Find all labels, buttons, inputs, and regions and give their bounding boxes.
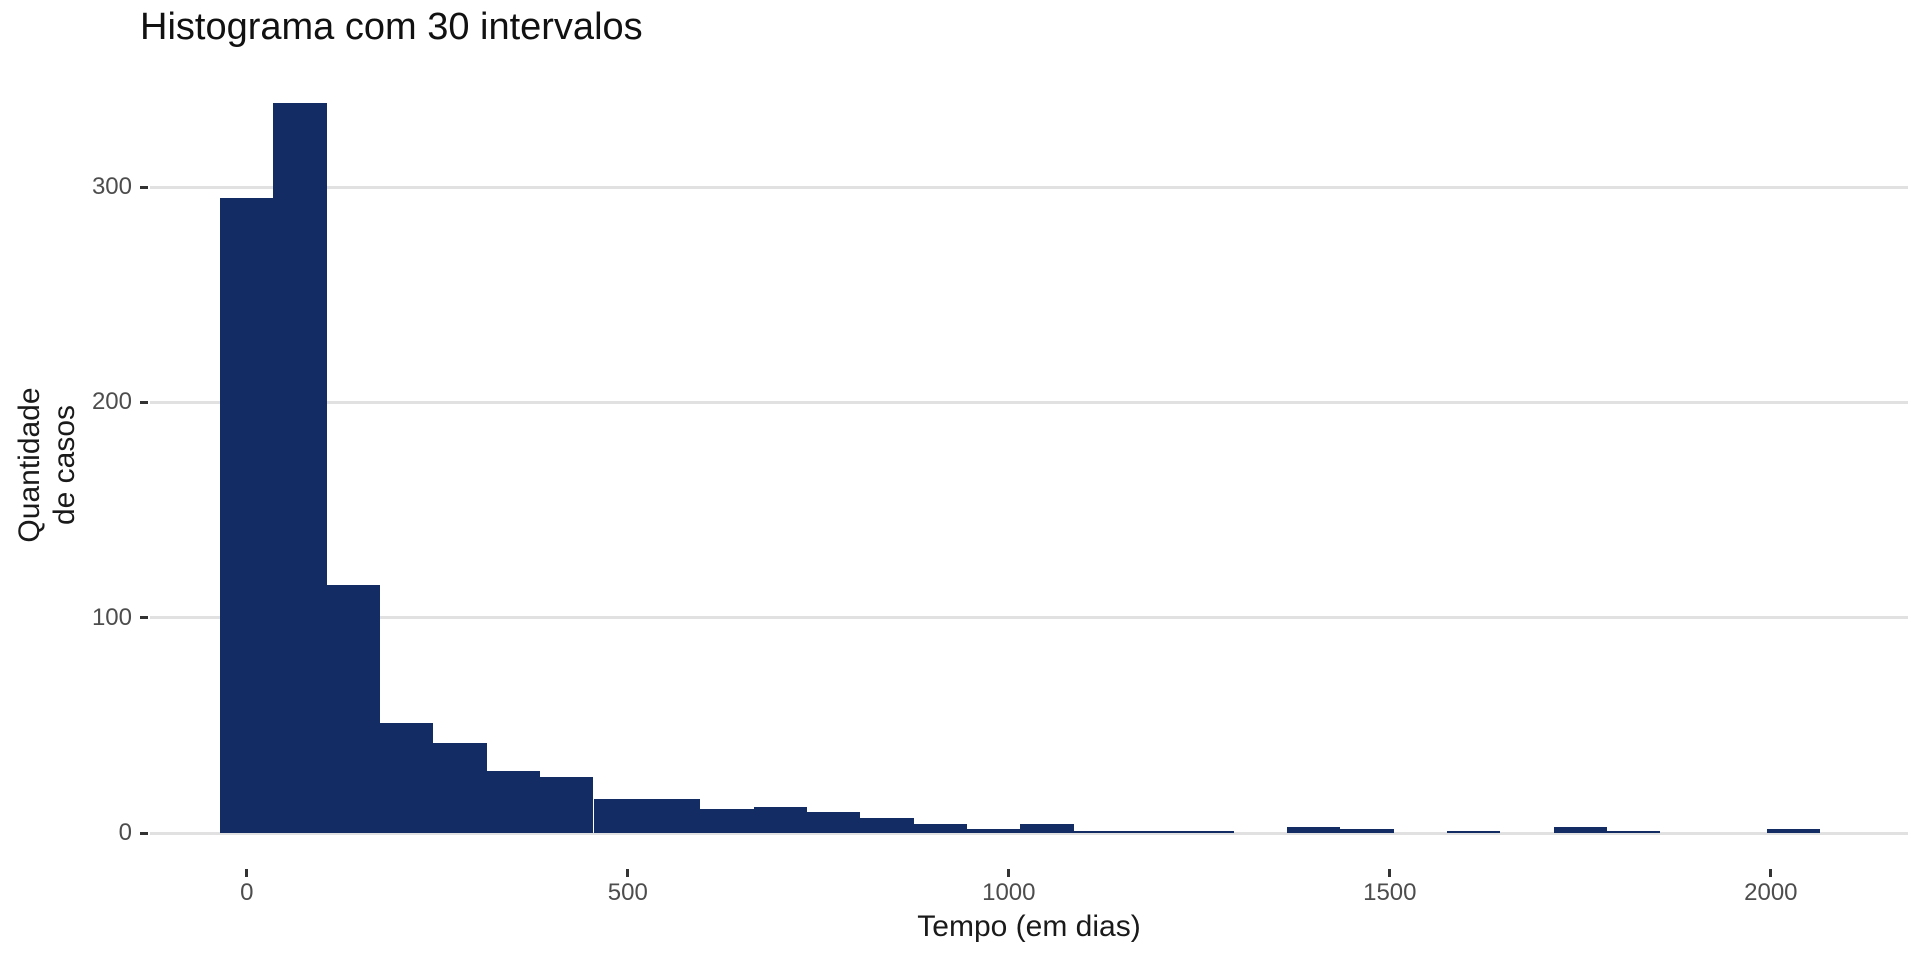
histogram-bar <box>1767 828 1821 834</box>
histogram-bar <box>380 723 434 834</box>
histogram-bar <box>1020 824 1074 834</box>
histogram-bar <box>1126 830 1181 834</box>
x-tick-mark <box>626 869 630 877</box>
y-tick-mark <box>140 400 148 404</box>
x-tick-mark <box>1769 869 1773 877</box>
histogram-bar <box>273 103 327 834</box>
x-tick-label: 1000 <box>982 879 1036 906</box>
histogram-bar <box>326 585 381 834</box>
x-axis-title: Tempo (em dias) <box>917 910 1141 943</box>
histogram-bar <box>646 798 701 834</box>
y-tick-mark <box>140 616 148 620</box>
x-tick-label: 2000 <box>1744 879 1798 906</box>
histogram-bar <box>1446 830 1501 834</box>
x-tick-mark <box>1388 869 1392 877</box>
gridline <box>150 616 1908 620</box>
gridline <box>150 400 1908 404</box>
histogram-bar <box>433 742 487 834</box>
histogram-bar <box>1340 828 1394 834</box>
y-tick-mark <box>140 185 148 189</box>
gridline <box>150 185 1908 189</box>
histogram-bar <box>913 824 967 834</box>
x-tick-label: 1500 <box>1363 879 1417 906</box>
y-tick-label: 100 <box>91 603 132 631</box>
histogram-bar <box>966 828 1021 834</box>
x-tick-label: 0 <box>240 879 254 906</box>
y-tick-label: 0 <box>118 819 132 847</box>
histogram-bar <box>1286 826 1341 834</box>
y-tick-mark <box>140 831 148 835</box>
y-tick-label: 200 <box>91 388 132 416</box>
x-tick-mark <box>1007 869 1011 877</box>
histogram-bar <box>753 807 807 834</box>
histogram-bar <box>220 197 274 834</box>
histogram-bar <box>860 817 914 834</box>
chart-title: Histograma com 30 intervalos <box>140 6 643 48</box>
x-tick-label: 500 <box>607 879 648 906</box>
histogram-bar <box>593 798 647 834</box>
histogram-bar <box>1553 826 1607 834</box>
histogram-bar <box>486 770 541 834</box>
histogram-bar <box>1073 830 1127 834</box>
gridline <box>150 831 1908 835</box>
y-tick-label: 300 <box>91 173 132 201</box>
histogram-bar <box>806 811 861 834</box>
x-tick-mark <box>245 869 249 877</box>
histogram-bar <box>1606 830 1661 834</box>
histogram-bar <box>1180 830 1234 834</box>
histogram-bar <box>540 777 594 834</box>
histogram-bar <box>700 809 754 834</box>
